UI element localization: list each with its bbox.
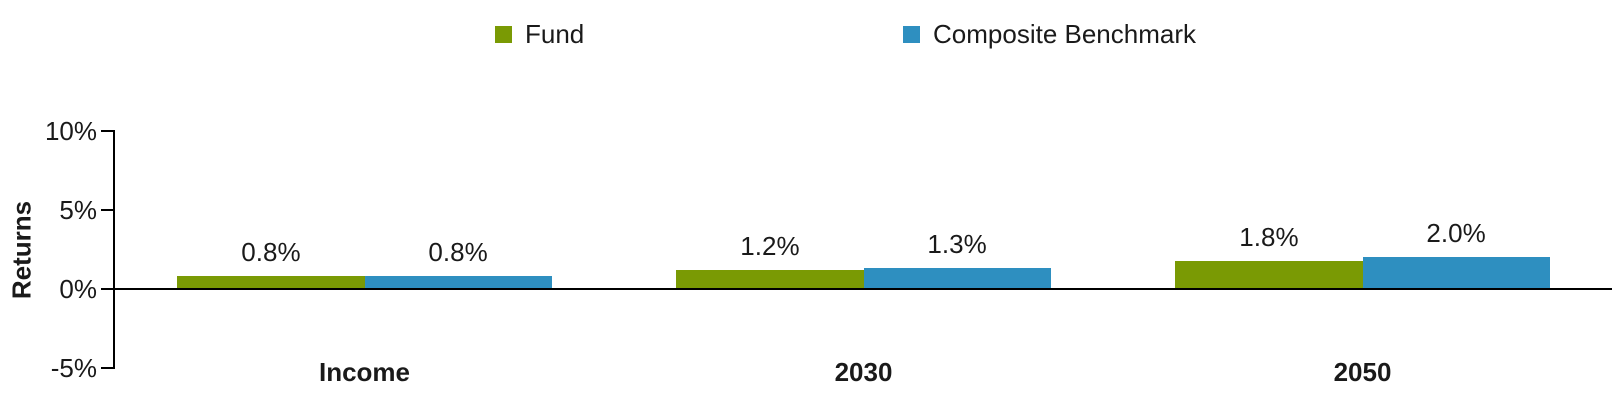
bar-fund-2030 (676, 270, 864, 289)
composite-benchmark-legend-swatch-icon (903, 25, 920, 43)
y-axis-tick (101, 209, 113, 211)
bar-composite-benchmark-2030 (863, 268, 1051, 289)
y-tick-label-5-: 5% (59, 195, 97, 225)
legend-item-composite-benchmark: Composite Benchmark (903, 20, 1196, 48)
bar-composite-benchmark-2050 (1362, 257, 1550, 289)
y-tick-label--5-: -5% (50, 353, 97, 383)
bar-fund-income (177, 276, 365, 289)
fund-legend-label: Fund (525, 19, 585, 49)
legend-item-fund: Fund (495, 20, 584, 48)
bar-composite-benchmark-income (364, 276, 552, 289)
category-label-2050: 2050 (1333, 357, 1392, 387)
value-label-fund-2030: 1.2% (740, 231, 800, 262)
y-tick-label-10-: 10% (44, 116, 97, 146)
value-label-fund-income: 0.8% (241, 237, 301, 268)
y-axis-line (113, 130, 115, 369)
bar-fund-2050 (1175, 260, 1363, 289)
category-label-2030: 2030 (834, 357, 893, 387)
category-label-income: Income (318, 357, 411, 387)
x-axis-baseline (115, 288, 1612, 290)
y-axis-tick (101, 288, 113, 290)
value-label-composite-benchmark-income: 0.8% (428, 237, 488, 268)
value-label-composite-benchmark-2050: 2.0% (1426, 218, 1486, 249)
y-axis-tick (101, 130, 113, 132)
fund-legend-swatch-icon (495, 25, 512, 43)
value-label-fund-2050: 1.8% (1239, 221, 1299, 252)
composite-benchmark-legend-label: Composite Benchmark (933, 19, 1196, 49)
y-axis-tick (101, 367, 113, 369)
y-tick-label-0-: 0% (59, 274, 97, 304)
value-label-composite-benchmark-2030: 1.3% (927, 229, 987, 260)
